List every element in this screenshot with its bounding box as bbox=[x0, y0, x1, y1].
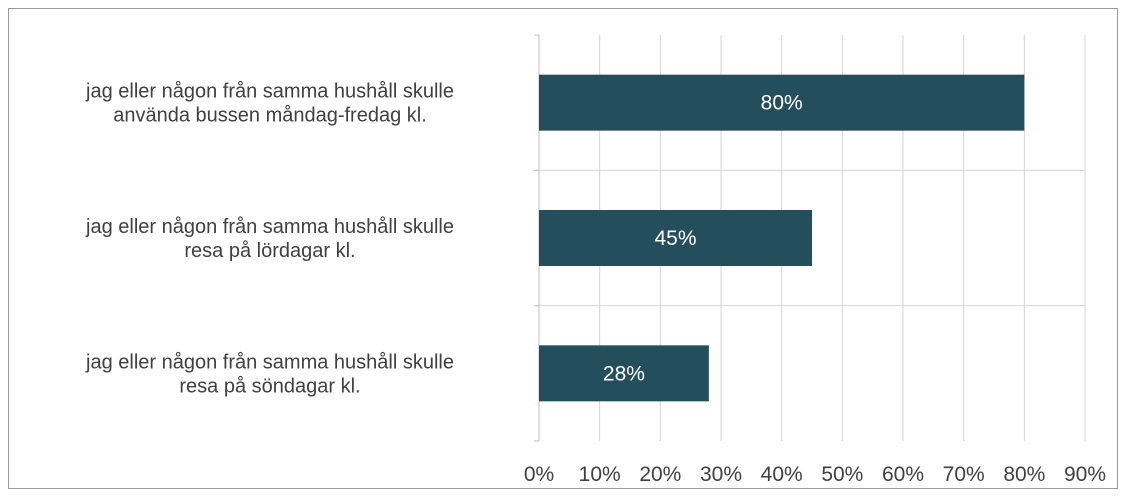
category-label-0-line-1: använda bussen måndag-fredag kl. bbox=[113, 105, 427, 127]
x-tick-label-90: 90% bbox=[1064, 463, 1106, 486]
category-label-0-line-0: jag eller någon från samma hushåll skull… bbox=[85, 81, 454, 103]
data-label-0: 80% bbox=[761, 92, 803, 115]
bar-1 bbox=[539, 210, 812, 266]
x-tick-label-70: 70% bbox=[943, 463, 985, 486]
x-tick-label-80: 80% bbox=[1003, 463, 1045, 486]
x-tick-label-20: 20% bbox=[639, 463, 681, 486]
category-label-2-line-1: resa på söndagar kl. bbox=[179, 375, 360, 397]
category-label-2-line-0: jag eller någon från samma hushåll skull… bbox=[85, 351, 454, 373]
bar-0 bbox=[539, 74, 1025, 131]
category-label-1-line-0: jag eller någon från samma hushåll skull… bbox=[85, 216, 454, 238]
bar-2 bbox=[539, 345, 709, 402]
x-tick-label-60: 60% bbox=[882, 463, 924, 486]
data-label-2: 28% bbox=[603, 362, 645, 385]
x-tick-label-10: 10% bbox=[579, 463, 621, 486]
x-tick-label-0: 0% bbox=[524, 463, 554, 486]
data-label-1: 45% bbox=[654, 227, 696, 250]
x-tick-label-50: 50% bbox=[821, 463, 863, 486]
category-label-1-line-1: resa på lördagar kl. bbox=[184, 240, 355, 262]
x-tick-label-30: 30% bbox=[700, 463, 742, 486]
x-tick-label-40: 40% bbox=[761, 463, 803, 486]
